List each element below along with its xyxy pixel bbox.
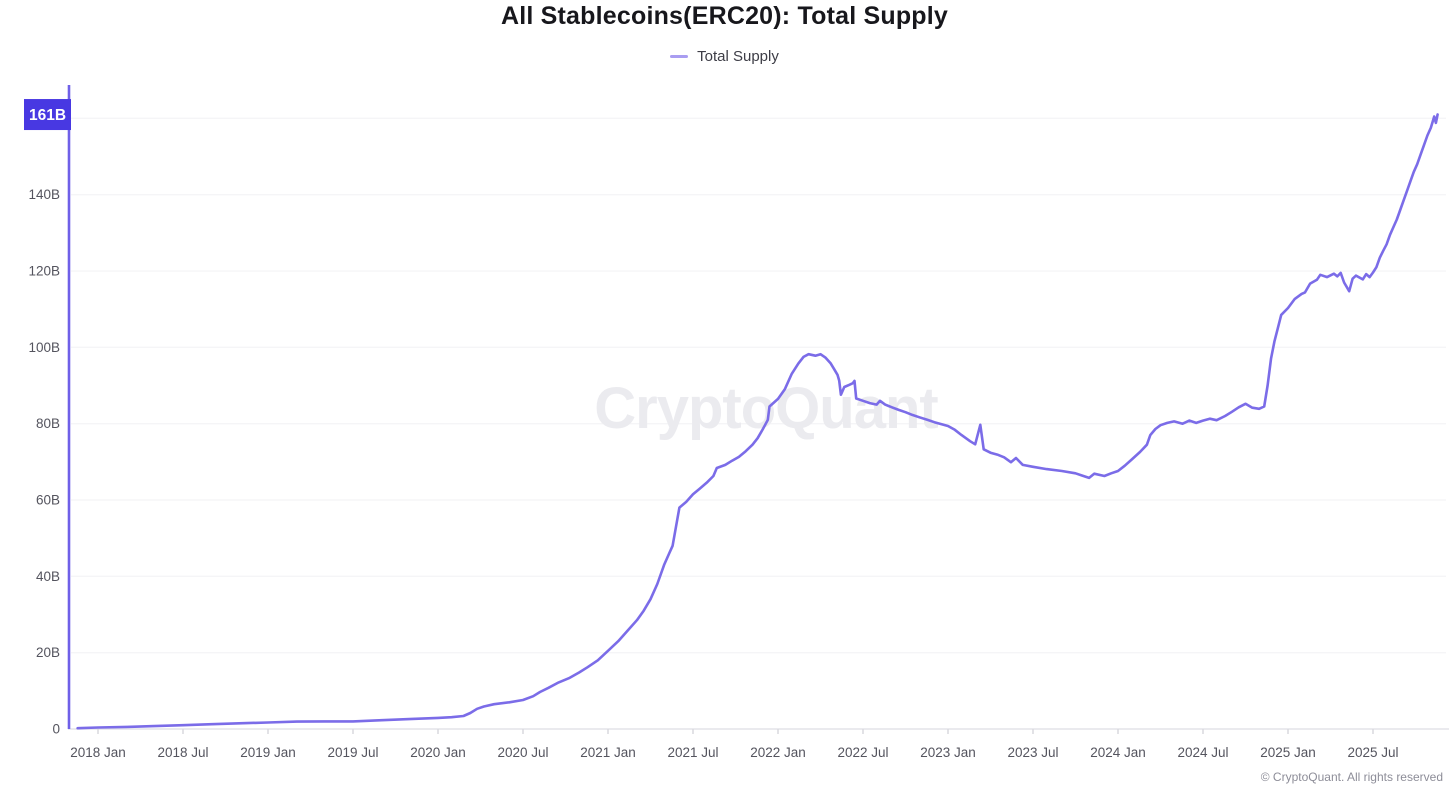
- legend-line-marker: [670, 55, 689, 58]
- x-axis-label: 2018 Jan: [70, 745, 126, 760]
- x-axis-label: 2024 Jan: [1090, 745, 1146, 760]
- x-axis-label: 2021 Jan: [580, 745, 636, 760]
- x-axis-label: 2022 Jul: [837, 745, 888, 760]
- y-axis-label: 140B: [28, 187, 60, 202]
- x-axis-label: 2019 Jan: [240, 745, 296, 760]
- x-axis-label: 2021 Jul: [667, 745, 718, 760]
- total-supply-line: [76, 113, 1439, 730]
- x-axis-label: 2023 Jan: [920, 745, 976, 760]
- y-axis-label: 0: [52, 722, 60, 737]
- watermark: CryptoQuant: [594, 376, 938, 441]
- y-axis-label: 100B: [28, 340, 60, 355]
- last-value-badge: [24, 99, 71, 131]
- x-axis-label: 2023 Jul: [1007, 745, 1058, 760]
- x-axis-label: 2025 Jan: [1260, 745, 1316, 760]
- x-axis-label: 2022 Jan: [750, 745, 806, 760]
- x-axis-label: 2024 Jul: [1177, 745, 1228, 760]
- y-axis-label: 120B: [28, 264, 60, 279]
- y-axis-label: 80B: [36, 416, 60, 431]
- last-value-badge-label: 161B: [29, 107, 66, 124]
- chart-title: All Stablecoins(ERC20): Total Supply: [500, 2, 949, 30]
- x-axis-label: 2020 Jan: [410, 745, 466, 760]
- legend[interactable]: Total Supply: [0, 48, 1449, 65]
- copyright-note: © CryptoQuant. All rights reserved: [1260, 770, 1443, 784]
- legend-label: Total Supply: [697, 48, 779, 65]
- y-axis-label: 40B: [36, 569, 60, 584]
- y-axis-label: 60B: [36, 493, 60, 508]
- x-axis-label: 2018 Jul: [157, 745, 208, 760]
- x-axis-label: 2019 Jul: [327, 745, 378, 760]
- x-axis-label: 2020 Jul: [497, 745, 548, 760]
- x-axis-label: 2025 Jul: [1347, 745, 1398, 760]
- y-axis-label: 20B: [36, 645, 60, 660]
